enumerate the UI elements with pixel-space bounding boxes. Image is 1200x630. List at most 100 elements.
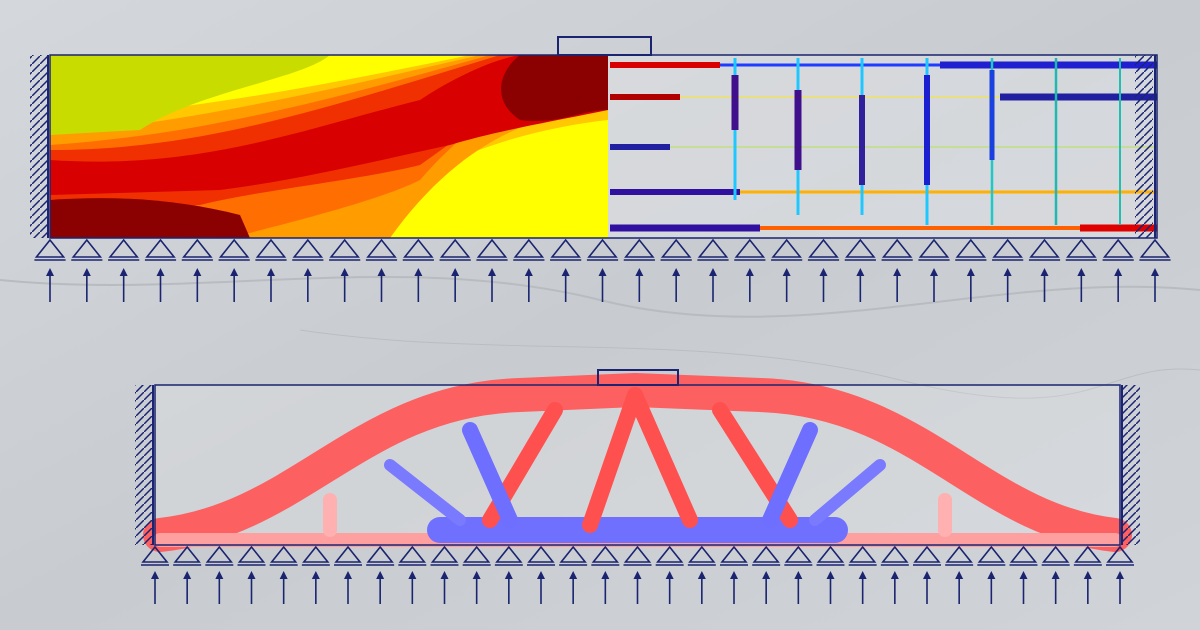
arrow-head [267, 268, 275, 276]
arrow-head [745, 268, 754, 276]
arrow-head [987, 571, 996, 579]
wall [1135, 55, 1153, 238]
arrow-head [1114, 268, 1123, 276]
topology [143, 372, 1132, 552]
support [403, 238, 434, 258]
support [302, 545, 330, 563]
support [292, 238, 324, 258]
arrow-head [730, 571, 738, 579]
arrow-head [230, 268, 239, 276]
support [881, 545, 909, 563]
support [752, 545, 780, 563]
arrow-head [890, 571, 899, 579]
arrow-head [633, 571, 642, 579]
arrow-head [561, 268, 570, 276]
arrow-head [311, 571, 320, 579]
support [845, 238, 876, 258]
arrow-head [1051, 571, 1060, 579]
support [816, 545, 845, 563]
arrow-head [215, 571, 224, 579]
arrow-head [635, 268, 644, 276]
arrow-head [1116, 571, 1124, 579]
arrow-head [119, 268, 128, 276]
arrow-head [856, 268, 865, 276]
load-plate [597, 369, 679, 386]
supports [34, 238, 1171, 604]
arrow-head [414, 268, 423, 276]
band [50, 55, 608, 195]
arrow-head [794, 571, 803, 579]
support [623, 545, 652, 563]
support [881, 238, 913, 258]
strut [462, 422, 818, 528]
support [329, 238, 360, 258]
support [784, 545, 812, 563]
support [945, 545, 973, 563]
support [660, 238, 692, 258]
wall [1122, 385, 1140, 545]
support [1009, 545, 1038, 563]
arrow-head [1083, 571, 1092, 579]
arrow-head [601, 571, 610, 579]
arrow-head [819, 268, 828, 276]
support [366, 545, 394, 563]
support [1106, 545, 1134, 563]
support [34, 238, 66, 258]
wall [30, 55, 48, 238]
load-plate [557, 36, 652, 56]
arrow-head [709, 268, 717, 276]
support [1074, 545, 1102, 563]
support [270, 545, 298, 563]
support [977, 545, 1005, 563]
arrow-head [504, 571, 513, 579]
arrow-head [340, 268, 349, 276]
arrow-head [279, 571, 288, 579]
support [108, 238, 139, 258]
support [430, 545, 459, 563]
arrow-head [46, 268, 54, 276]
support [173, 545, 201, 563]
arrow-head [966, 268, 975, 276]
arrow-head [303, 268, 312, 276]
arrow-head [598, 268, 607, 276]
crack [299, 329, 1200, 399]
arrow-head [1077, 268, 1086, 276]
support [734, 238, 766, 258]
support [463, 545, 491, 563]
support [591, 545, 619, 563]
arrow-head [377, 268, 386, 276]
support [513, 238, 545, 258]
arrow-head [151, 571, 159, 579]
arrow-head [440, 571, 449, 579]
support [771, 238, 802, 258]
arrow-head [697, 571, 706, 579]
arrow-head [1003, 268, 1012, 276]
arrow-head [1019, 571, 1028, 579]
support [218, 238, 250, 258]
band [501, 55, 608, 122]
arrow-head [762, 571, 771, 579]
arrow-head [1151, 268, 1159, 276]
strut [323, 493, 952, 537]
rebar [610, 58, 1157, 232]
arrow-head [537, 571, 545, 579]
support [1102, 238, 1134, 258]
arrow-head [858, 571, 867, 579]
arrow-head [156, 268, 165, 276]
support [918, 238, 950, 258]
support [992, 238, 1023, 258]
support [439, 238, 471, 258]
support [656, 545, 684, 563]
support [1029, 238, 1060, 258]
arrow-head [923, 571, 931, 579]
arrow-head [782, 268, 791, 276]
arrow-head [451, 268, 460, 276]
support [550, 238, 581, 258]
arrow-head [665, 571, 674, 579]
arrow-head [1040, 268, 1049, 276]
arrow-head [82, 268, 91, 276]
arrow-head [955, 571, 964, 579]
support [141, 545, 169, 563]
support [955, 238, 987, 258]
